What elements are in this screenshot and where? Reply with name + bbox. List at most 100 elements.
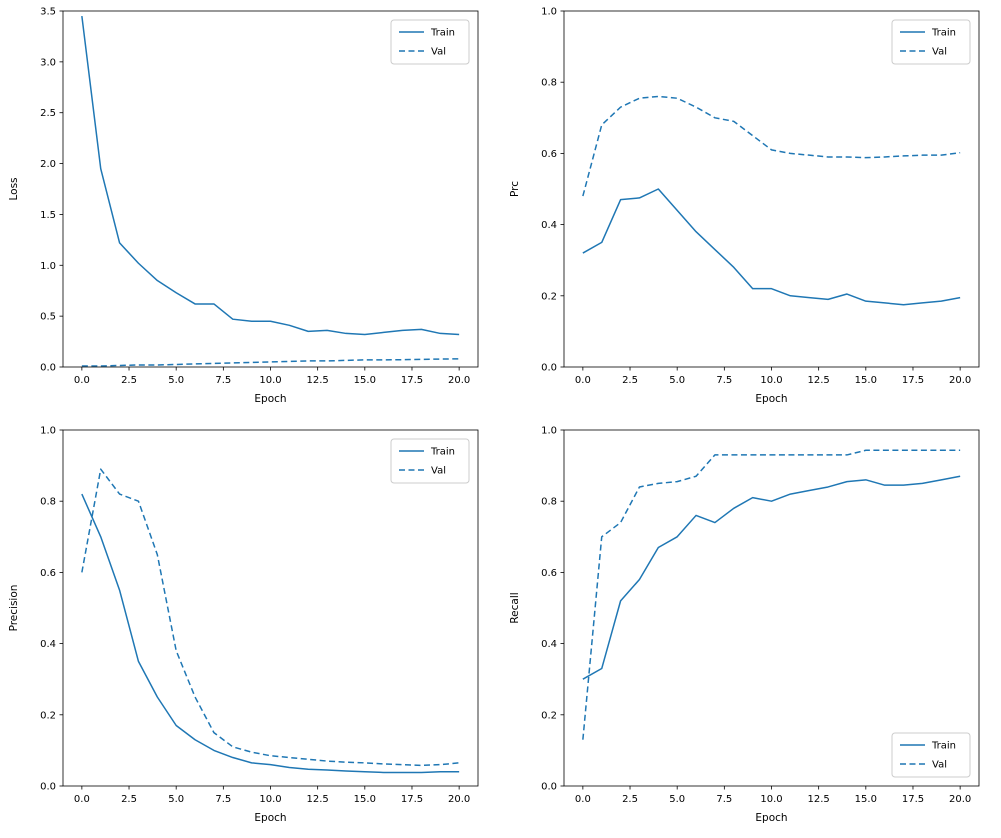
x-axis-label: Epoch	[755, 812, 787, 824]
train-line	[81, 493, 460, 774]
legend-box	[891, 19, 970, 65]
x-tick-label: 7.5	[716, 794, 732, 805]
train-line	[581, 475, 960, 680]
y-tick-label: 0.4	[541, 639, 557, 650]
y-axis-label: Loss	[8, 177, 20, 200]
y-tick-label: 0.8	[40, 497, 56, 508]
x-tick-label: 12.5	[307, 794, 329, 805]
y-tick-label: 1.0	[40, 261, 56, 272]
x-tick-label: 5.0	[168, 794, 184, 805]
legend: Train Val	[390, 19, 470, 65]
loss-chart: 0.0 2.5 5.0 7.5 10.0 12.5 15.0 17.5 20.0 0.0 0.5 1.…	[8, 7, 479, 406]
y-tick-label: 0.0	[40, 363, 56, 374]
train-line	[581, 188, 960, 306]
axes: 0.0 2.5 5.0 7.5 10.0 12.5 15.0 17.5 20.0 0.0 0.2 0.…	[8, 426, 470, 825]
x-tick-label: 7.5	[716, 375, 732, 386]
x-tick-label: 20.0	[448, 375, 470, 386]
x-tick-label: 0.0	[74, 794, 90, 805]
y-tick-label: 1.0	[541, 7, 557, 18]
y-tick-label: 1.0	[40, 426, 56, 437]
y-axis-label: Recall	[509, 592, 521, 623]
x-tick-label: 20.0	[448, 794, 470, 805]
series-lines	[581, 449, 960, 740]
x-tick-label: 12.5	[807, 794, 829, 805]
plot-border	[62, 429, 479, 787]
x-axis-label: Epoch	[254, 812, 286, 824]
plot-border	[563, 10, 979, 368]
y-tick-label: 0.2	[541, 710, 557, 721]
subplot-precision: 0.0 2.5 5.0 7.5 10.0 12.5 15.0 17.5 20.0 0.0 0.2 0.…	[0, 419, 500, 838]
legend-box	[891, 732, 970, 778]
y-tick-label: 1.0	[541, 426, 557, 437]
legend-label-val: Val	[431, 47, 446, 58]
y-tick-label: 0.0	[541, 363, 557, 374]
x-tick-label: 17.5	[401, 375, 423, 386]
x-tick-label: 12.5	[807, 375, 829, 386]
x-tick-label: 17.5	[401, 794, 423, 805]
legend-label-train: Train	[931, 741, 956, 752]
subplot-loss: 0.0 2.5 5.0 7.5 10.0 12.5 15.0 17.5 20.0 0.0 0.5 1.…	[0, 0, 500, 419]
series-lines	[81, 15, 460, 367]
subplot-recall: 0.0 2.5 5.0 7.5 10.0 12.5 15.0 17.5 20.0 0.0 0.2 0.…	[501, 419, 1001, 838]
x-tick-label: 10.0	[259, 794, 281, 805]
legend: Train Val	[891, 732, 970, 778]
y-tick-label: 0.6	[541, 149, 557, 160]
x-tick-label: 0.0	[574, 375, 590, 386]
legend-label-train: Train	[430, 28, 455, 39]
axes: 0.0 2.5 5.0 7.5 10.0 12.5 15.0 17.5 20.0 0.0 0.2 0.…	[509, 426, 971, 825]
legend-label-train: Train	[931, 28, 956, 39]
x-tick-label: 15.0	[354, 375, 376, 386]
x-tick-label: 2.5	[121, 375, 137, 386]
val-line	[81, 468, 460, 767]
legend-box	[390, 438, 470, 484]
val-line	[81, 358, 460, 367]
x-axis-label: Epoch	[254, 393, 286, 405]
y-tick-label: 2.0	[40, 159, 56, 170]
y-tick-label: 2.5	[40, 108, 56, 119]
x-tick-label: 20.0	[949, 794, 971, 805]
precision-chart: 0.0 2.5 5.0 7.5 10.0 12.5 15.0 17.5 20.0 0.0 0.2 0.…	[8, 426, 479, 825]
legend: Train Val	[390, 438, 470, 484]
x-tick-label: 17.5	[901, 375, 923, 386]
axes: 0.0 2.5 5.0 7.5 10.0 12.5 15.0 17.5 20.0 0.0 0.5 1.…	[8, 7, 470, 406]
recall-chart: 0.0 2.5 5.0 7.5 10.0 12.5 15.0 17.5 20.0 0.0 0.2 0.…	[509, 426, 979, 825]
prc-chart: 0.0 2.5 5.0 7.5 10.0 12.5 15.0 17.5 20.0 0.0 0.2 0.…	[509, 7, 979, 406]
plot-border	[62, 10, 479, 368]
y-tick-label: 3.5	[40, 7, 56, 18]
x-tick-label: 5.0	[669, 375, 685, 386]
x-tick-label: 15.0	[354, 794, 376, 805]
y-tick-label: 0.2	[541, 291, 557, 302]
y-tick-label: 0.0	[40, 782, 56, 793]
val-line	[581, 449, 960, 740]
x-tick-label: 0.0	[74, 375, 90, 386]
y-tick-label: 0.8	[541, 78, 557, 89]
legend-label-train: Train	[430, 447, 455, 458]
plot-border	[563, 429, 979, 787]
x-tick-label: 2.5	[622, 375, 638, 386]
y-tick-label: 0.4	[541, 220, 557, 231]
y-tick-label: 0.4	[40, 639, 56, 650]
legend-label-val: Val	[431, 466, 446, 477]
legend-label-val: Val	[932, 760, 947, 771]
x-tick-label: 10.0	[259, 375, 281, 386]
x-tick-label: 20.0	[949, 375, 971, 386]
x-tick-label: 5.0	[168, 375, 184, 386]
x-axis-label: Epoch	[755, 393, 787, 405]
x-tick-label: 0.0	[574, 794, 590, 805]
legend: Train Val	[891, 19, 970, 65]
y-tick-label: 0.6	[40, 568, 56, 579]
y-axis-label: Precision	[8, 585, 20, 632]
x-tick-label: 15.0	[854, 794, 876, 805]
x-tick-label: 12.5	[307, 375, 329, 386]
y-tick-label: 1.5	[40, 210, 56, 221]
y-tick-label: 0.2	[40, 710, 56, 721]
y-tick-label: 0.0	[541, 782, 557, 793]
x-tick-label: 7.5	[215, 794, 231, 805]
x-tick-label: 2.5	[121, 794, 137, 805]
axes: 0.0 2.5 5.0 7.5 10.0 12.5 15.0 17.5 20.0 0.0 0.2 0.…	[509, 7, 971, 406]
x-tick-label: 17.5	[901, 794, 923, 805]
series-lines	[81, 468, 460, 774]
val-line	[581, 95, 960, 197]
series-lines	[581, 95, 960, 306]
y-tick-label: 0.8	[541, 497, 557, 508]
